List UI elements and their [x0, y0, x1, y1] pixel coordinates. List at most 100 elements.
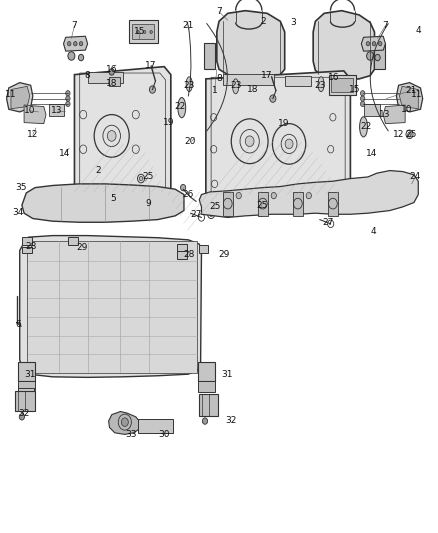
Polygon shape: [383, 105, 405, 124]
Circle shape: [360, 91, 365, 96]
Text: 13: 13: [379, 110, 390, 119]
Circle shape: [375, 54, 380, 61]
Circle shape: [236, 192, 241, 199]
Bar: [18, 362, 35, 381]
Text: 35: 35: [15, 183, 27, 192]
Polygon shape: [374, 43, 385, 69]
Polygon shape: [109, 411, 140, 434]
Bar: [199, 245, 208, 253]
Text: 17: 17: [145, 61, 157, 69]
Circle shape: [149, 86, 155, 93]
Circle shape: [360, 96, 365, 101]
Polygon shape: [127, 192, 131, 205]
Text: 4: 4: [416, 27, 421, 35]
Bar: [15, 391, 35, 411]
Text: 12: 12: [393, 130, 404, 139]
Polygon shape: [24, 105, 46, 124]
Circle shape: [74, 42, 77, 46]
Text: 29: 29: [77, 244, 88, 252]
Polygon shape: [399, 86, 418, 109]
Text: 8: 8: [85, 71, 91, 80]
Text: 25: 25: [405, 130, 417, 139]
Text: 28: 28: [26, 242, 37, 251]
Text: 4: 4: [371, 228, 376, 236]
Text: 27: 27: [191, 210, 202, 219]
Bar: [293, 192, 303, 216]
Text: 23: 23: [184, 81, 195, 90]
Bar: [258, 192, 268, 216]
Circle shape: [209, 212, 213, 216]
Polygon shape: [22, 184, 184, 222]
Bar: [198, 381, 215, 392]
Bar: [22, 247, 32, 253]
Bar: [88, 72, 123, 83]
Bar: [177, 251, 187, 259]
Text: 32: 32: [226, 416, 237, 424]
Text: 25: 25: [142, 173, 154, 181]
Text: 21: 21: [183, 21, 194, 30]
Text: 28: 28: [184, 251, 195, 259]
Circle shape: [143, 30, 146, 34]
Text: 6: 6: [15, 320, 21, 328]
Text: 22: 22: [174, 102, 185, 111]
Circle shape: [306, 192, 311, 199]
Bar: [138, 419, 173, 433]
Text: 32: 32: [18, 409, 30, 417]
Bar: [132, 24, 154, 39]
Circle shape: [372, 42, 376, 46]
Polygon shape: [20, 236, 201, 377]
Bar: [109, 77, 120, 86]
Text: 15: 15: [349, 85, 360, 94]
Polygon shape: [74, 67, 171, 203]
Bar: [364, 104, 380, 116]
Bar: [49, 104, 64, 116]
Bar: [199, 394, 218, 416]
Circle shape: [139, 176, 143, 181]
Bar: [22, 237, 32, 245]
Text: 16: 16: [106, 65, 117, 74]
Text: 31: 31: [221, 370, 233, 378]
Circle shape: [408, 132, 411, 136]
Text: 26: 26: [183, 190, 194, 199]
Bar: [223, 74, 274, 85]
Circle shape: [121, 418, 128, 426]
Text: 27: 27: [322, 219, 333, 227]
Text: 29: 29: [219, 251, 230, 259]
Polygon shape: [206, 71, 350, 205]
Bar: [198, 362, 215, 381]
Ellipse shape: [186, 77, 192, 92]
Circle shape: [367, 52, 374, 60]
Text: 17: 17: [261, 71, 273, 80]
Text: 15: 15: [134, 28, 146, 36]
Bar: [285, 76, 311, 86]
Polygon shape: [217, 11, 285, 77]
Circle shape: [107, 131, 116, 141]
Circle shape: [378, 42, 382, 46]
Circle shape: [285, 139, 293, 149]
Polygon shape: [7, 83, 33, 112]
Circle shape: [245, 136, 254, 147]
Bar: [328, 192, 338, 216]
Text: 21: 21: [405, 86, 417, 95]
Text: 3: 3: [290, 18, 297, 27]
Text: 14: 14: [366, 149, 377, 158]
Text: 22: 22: [360, 123, 371, 131]
Bar: [331, 78, 353, 92]
Text: 1: 1: [212, 86, 218, 95]
Polygon shape: [204, 43, 215, 69]
Text: 25: 25: [209, 203, 220, 211]
Circle shape: [67, 42, 71, 46]
Polygon shape: [199, 171, 418, 217]
Text: 20: 20: [185, 137, 196, 146]
Bar: [223, 192, 233, 216]
Text: 7: 7: [71, 21, 78, 30]
Circle shape: [68, 52, 75, 60]
Text: 25: 25: [256, 201, 268, 209]
Bar: [27, 241, 197, 373]
Circle shape: [109, 69, 114, 75]
Ellipse shape: [360, 117, 367, 137]
Circle shape: [366, 42, 370, 46]
Circle shape: [271, 192, 276, 199]
Circle shape: [78, 54, 84, 61]
Circle shape: [66, 101, 70, 107]
